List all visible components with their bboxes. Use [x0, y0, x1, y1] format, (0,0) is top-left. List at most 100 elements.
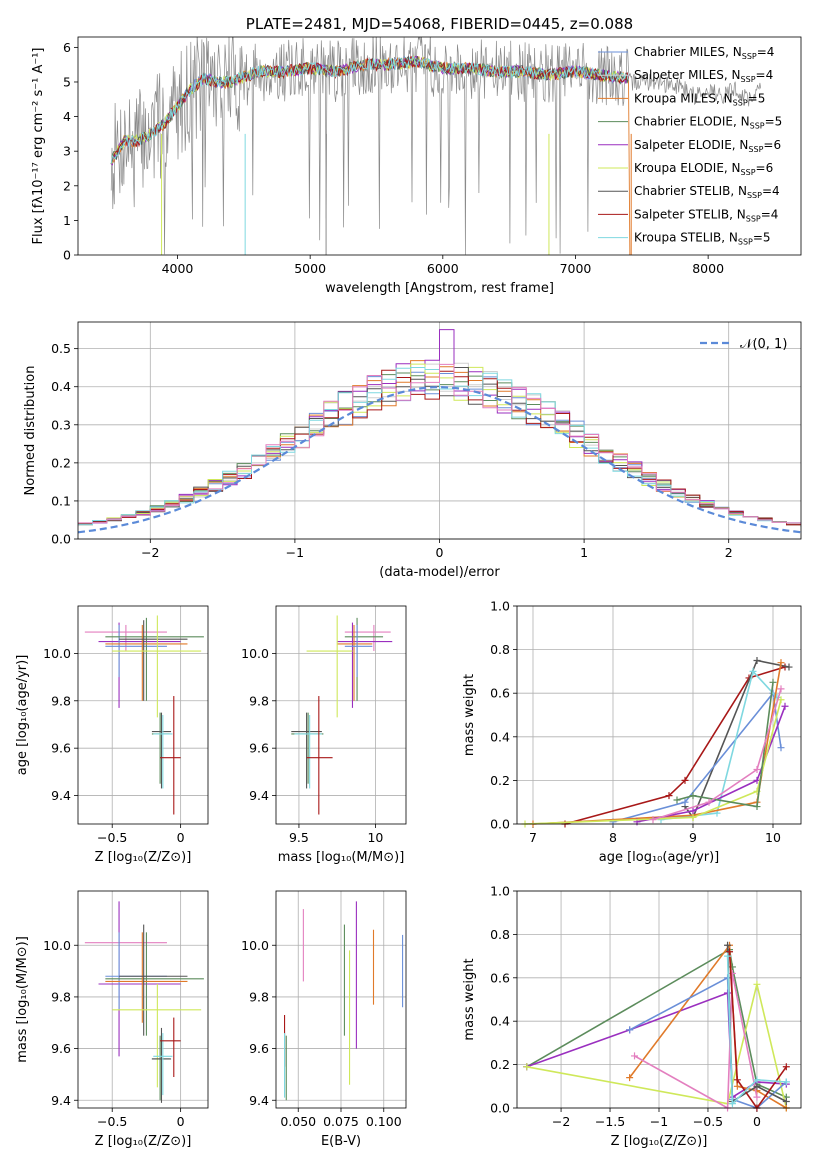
series-4: [529, 659, 785, 828]
series-8: [724, 952, 790, 1108]
legend-label: Kroupa ELODIE, NSSP=6: [634, 161, 773, 177]
y-tick-label: 1: [63, 213, 71, 228]
series-marker: [626, 1074, 634, 1082]
data-point-0: [84, 624, 167, 652]
y-tick-label: 0: [63, 248, 71, 263]
series-marker: [724, 941, 732, 949]
series-marker: [733, 1076, 741, 1084]
series-marker: [753, 1093, 761, 1101]
x-axis-label: Z [log₁₀(Z/Z⊙)]: [95, 1134, 192, 1149]
series-marker: [665, 792, 673, 800]
data-point-4: [344, 624, 373, 678]
x-axis-label: Z [log₁₀(Z/Z⊙)]: [611, 1134, 708, 1149]
y-tick-label: 9.6: [51, 1041, 71, 1056]
y-axis-label: mass [log₁₀(M/M⊙)]: [15, 936, 30, 1063]
series-marker: [782, 1097, 790, 1105]
series-marker: [649, 816, 657, 824]
data-point-6: [112, 984, 202, 1088]
series-marker: [689, 807, 697, 815]
data-point-1: [337, 622, 393, 708]
y-tick-label: 1.0: [490, 599, 510, 614]
series-marker: [523, 1063, 531, 1071]
mass-vs-EBV-panel: 0.050 0.075 0.100 9.4 9.6 9.8 10.0 E(B-V): [241, 890, 407, 1149]
spectrum-lines: [110, 37, 762, 255]
y-tick-label: 6: [63, 40, 71, 55]
y-tick-label: 9.6: [249, 1041, 269, 1056]
legend-label: Salpeter STELIB, NSSP=4: [634, 207, 778, 223]
series-marker: [782, 1078, 790, 1086]
normal-curve: [78, 385, 801, 534]
data-point-3: [337, 624, 373, 701]
series-marker: [681, 798, 689, 806]
series-marker: [782, 1063, 790, 1071]
data-point-3: [105, 617, 204, 701]
spectrum-panel: 4000 5000 6000 7000 8000 0 1 2 3 4 5 6 wavelength [A…: [31, 15, 802, 296]
x-tick-label: −1: [650, 1114, 668, 1129]
y-tick-label: 0.8: [490, 642, 510, 657]
y-tick-label: 9.4: [51, 1093, 71, 1108]
x-tick-label: 0: [436, 545, 444, 560]
series-marker: [726, 948, 734, 956]
y-axis-label: mass weight: [462, 958, 477, 1040]
y-tick-label: 2: [63, 178, 71, 193]
series-marker: [705, 798, 713, 806]
series-marker: [769, 678, 777, 686]
y-tick-label: 9.8: [51, 989, 71, 1004]
x-tick-label: −2: [552, 1114, 570, 1129]
series-marker: [689, 792, 697, 800]
data-point-5: [306, 615, 353, 718]
series-marker: [724, 952, 732, 960]
x-axis-label: wavelength [Angstrom, rest frame]: [325, 281, 554, 296]
y-tick-label: 10.0: [241, 938, 269, 953]
series-marker: [728, 1100, 736, 1108]
legend-label: Kroupa STELIB, NSSP=5: [634, 231, 771, 247]
series-marker: [753, 980, 761, 988]
x-tick-label: 9: [689, 830, 697, 845]
series-marker: [626, 1026, 634, 1034]
x-tick-label: 7: [529, 830, 537, 845]
age-vs-Z-panel: −0.5 0 9.4 9.6 9.8 10.0 Z [log₁₀(Z/Z⊙)] age [lo…: [15, 605, 209, 865]
y-axis-label: Flux [fλ10⁻¹⁷ erg cm⁻² s⁻¹ A⁻¹]: [31, 48, 46, 245]
y-tick-label: 9.8: [249, 989, 269, 1004]
axes-frame: [516, 890, 802, 1109]
legend-label: Kroupa MILES, NSSP=5: [634, 91, 765, 107]
series-marker: [689, 813, 697, 821]
series-3: [626, 941, 790, 1112]
data-point-10: [160, 1017, 181, 1077]
x-tick-label: 7000: [560, 261, 592, 276]
series-marker: [785, 663, 793, 671]
series-marker: [673, 796, 681, 804]
series-line: [532, 662, 782, 825]
series-marker: [781, 702, 789, 710]
axes-frame: [77, 890, 209, 1109]
y-tick-label: 0.8: [490, 927, 510, 942]
y-tick-label: 0.5: [51, 341, 71, 356]
legend-label: Chabrier MILES, NSSP=4: [634, 45, 774, 61]
y-tick-label: 10.0: [43, 646, 71, 661]
data-point-10: [160, 696, 181, 815]
axes-frame: [275, 605, 407, 825]
y-tick-label: 9.6: [249, 741, 269, 756]
data-point-4: [105, 932, 188, 1023]
axes-frame: [77, 605, 209, 825]
x-tick-label: 0.050: [280, 1114, 316, 1129]
y-tick-label: 10.0: [241, 646, 269, 661]
x-tick-label: 5000: [294, 261, 326, 276]
y-tick-label: 0.4: [490, 729, 510, 744]
y-tick-label: 10.0: [43, 938, 71, 953]
x-axis-label: (data-model)/error: [379, 565, 500, 580]
x-tick-label: 0.075: [323, 1114, 359, 1129]
series-marker: [777, 744, 785, 752]
y-tick-label: 5: [63, 74, 71, 89]
data-point-3: [105, 932, 204, 1036]
x-tick-label: −0.5: [97, 1114, 127, 1129]
y-tick-label: 9.4: [249, 788, 269, 803]
y-tick-label: 0.6: [490, 970, 510, 985]
age-vs-mass-panel: 9.5 10 9.4 9.6 9.8 10.0 mass [log₁₀(M/M⊙)]: [241, 605, 407, 865]
axes-frame: [516, 605, 802, 825]
axes-frame: [77, 36, 802, 256]
y-tick-label: 9.4: [249, 1093, 269, 1108]
y-tick-label: 0.0: [51, 532, 71, 547]
x-tick-label: −1.5: [595, 1114, 625, 1129]
